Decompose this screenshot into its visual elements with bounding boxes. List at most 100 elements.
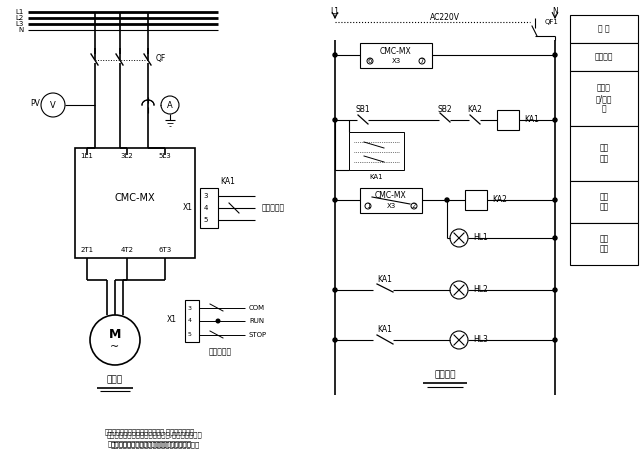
Text: COM: COM	[249, 305, 265, 311]
Bar	[75, 148, 195, 258]
Text: 6T3: 6T3	[158, 247, 171, 253]
Text: X3: X3	[386, 203, 395, 209]
Text: 1: 1	[366, 203, 370, 209]
Text: 7: 7	[420, 58, 424, 64]
Circle shape	[365, 203, 371, 209]
Circle shape	[450, 331, 468, 349]
Text: 此控制回路图以出厂参数设置为准,如用户对继电器: 此控制回路图以出厂参数设置为准,如用户对继电器	[107, 431, 203, 439]
Text: KA1: KA1	[377, 326, 392, 335]
Text: KA1: KA1	[377, 276, 392, 285]
Circle shape	[367, 58, 373, 64]
Bar	[497, 110, 519, 130]
Text: N: N	[552, 7, 558, 16]
Circle shape	[553, 338, 557, 342]
Circle shape	[161, 96, 179, 114]
Circle shape	[553, 198, 557, 202]
Circle shape	[333, 288, 337, 292]
Text: 微 断: 微 断	[598, 24, 610, 34]
Text: CMC-MX: CMC-MX	[380, 46, 412, 56]
Text: L2: L2	[15, 15, 24, 21]
Bar	[200, 188, 218, 228]
Bar	[465, 190, 487, 210]
Circle shape	[450, 281, 468, 299]
Text: 控制电源: 控制电源	[595, 52, 613, 61]
Text: 3L2: 3L2	[120, 153, 133, 159]
Bar	[570, 15, 638, 43]
Text: L1: L1	[330, 7, 339, 16]
Text: 运行
指示: 运行 指示	[600, 192, 609, 212]
Text: 软起动
起/停控
制: 软起动 起/停控 制	[596, 84, 612, 113]
Text: 2T1: 2T1	[80, 247, 93, 253]
Text: STOP: STOP	[249, 332, 267, 338]
Circle shape	[450, 229, 468, 247]
Text: KA1: KA1	[220, 177, 236, 187]
Text: 3: 3	[188, 306, 192, 310]
Circle shape	[411, 203, 417, 209]
Bar	[360, 188, 422, 213]
Text: QF1: QF1	[545, 19, 559, 25]
Circle shape	[445, 198, 449, 202]
Text: SB2: SB2	[438, 105, 452, 115]
Text: CMC-MX: CMC-MX	[115, 193, 155, 203]
Text: 3: 3	[204, 193, 208, 199]
Text: M: M	[109, 329, 121, 342]
Text: 1L1: 1L1	[80, 153, 93, 159]
Text: KA1: KA1	[524, 116, 539, 124]
Bar	[570, 181, 638, 223]
Text: KA2: KA2	[468, 105, 482, 115]
Text: 故障
指示: 故障 指示	[600, 144, 609, 163]
Text: CMC-MX: CMC-MX	[375, 191, 407, 200]
Text: 5: 5	[204, 217, 208, 223]
Circle shape	[41, 93, 65, 117]
Text: 单节点控制: 单节点控制	[262, 204, 285, 212]
Circle shape	[90, 315, 140, 365]
Text: X1: X1	[183, 204, 193, 212]
Text: 主回路: 主回路	[107, 375, 123, 385]
Text: 此控制回路图以出厂参数设置为准,如用户对继电器: 此控制回路图以出厂参数设置为准,如用户对继电器	[105, 429, 195, 435]
Circle shape	[333, 338, 337, 342]
Bar	[185, 300, 199, 342]
Text: 停止
指示: 停止 指示	[600, 234, 609, 254]
Text: KA2: KA2	[492, 196, 507, 205]
Text: 控制回路: 控制回路	[434, 371, 456, 380]
Text: 5L3: 5L3	[158, 153, 171, 159]
Circle shape	[553, 288, 557, 292]
Text: QF: QF	[156, 53, 166, 63]
Circle shape	[333, 118, 337, 122]
Text: ~: ~	[110, 342, 120, 352]
Bar	[570, 223, 638, 265]
Circle shape	[333, 53, 337, 57]
Text: A: A	[167, 101, 173, 110]
Text: 4T2: 4T2	[120, 247, 133, 253]
Text: 4: 4	[188, 319, 192, 323]
Text: X1: X1	[167, 315, 177, 324]
Circle shape	[216, 319, 220, 323]
Text: L1: L1	[15, 9, 24, 15]
Bar	[349, 132, 404, 170]
Circle shape	[333, 198, 337, 202]
Text: HL3: HL3	[473, 336, 488, 344]
Bar	[570, 43, 638, 71]
Text: N: N	[19, 27, 24, 33]
Text: V: V	[50, 101, 56, 110]
Text: HL2: HL2	[473, 285, 488, 294]
Text: HL1: HL1	[473, 234, 488, 242]
Text: AC220V: AC220V	[430, 14, 460, 22]
Text: SB1: SB1	[355, 105, 370, 115]
Text: 4: 4	[204, 205, 208, 211]
Text: 的输出方式进行修改，需对此图做相应的调整。: 的输出方式进行修改，需对此图做相应的调整。	[110, 442, 200, 448]
Text: L3: L3	[15, 21, 24, 27]
Text: KA1: KA1	[370, 174, 383, 180]
Text: PV: PV	[30, 100, 40, 109]
Text: 双节点控制: 双节点控制	[209, 348, 232, 357]
Text: 6: 6	[368, 58, 372, 64]
Text: X3: X3	[392, 58, 401, 64]
Bar	[570, 71, 638, 126]
Bar	[570, 126, 638, 181]
Circle shape	[553, 53, 557, 57]
Text: 2: 2	[412, 203, 416, 209]
Bar	[360, 43, 432, 68]
Circle shape	[553, 118, 557, 122]
Text: RUN: RUN	[249, 318, 264, 324]
Circle shape	[553, 236, 557, 240]
